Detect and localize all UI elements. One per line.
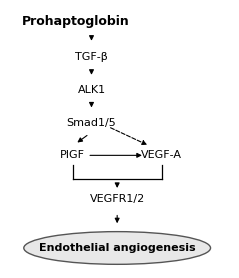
Text: TGF-β: TGF-β <box>75 52 108 62</box>
Text: Prohaptoglobin: Prohaptoglobin <box>22 15 129 28</box>
FancyArrowPatch shape <box>78 135 87 142</box>
Text: Endothelial angiogenesis: Endothelial angiogenesis <box>39 243 196 253</box>
FancyArrowPatch shape <box>115 215 119 222</box>
Text: ALK1: ALK1 <box>77 85 106 95</box>
Text: VEGFR1/2: VEGFR1/2 <box>90 194 145 204</box>
FancyArrowPatch shape <box>115 183 119 187</box>
Text: PIGF: PIGF <box>60 150 85 160</box>
FancyArrowPatch shape <box>90 153 141 157</box>
FancyArrowPatch shape <box>90 36 93 39</box>
FancyArrowPatch shape <box>110 128 146 144</box>
FancyArrowPatch shape <box>90 70 93 74</box>
Text: VEGF-A: VEGF-A <box>141 150 182 160</box>
Text: Smad1/5: Smad1/5 <box>67 118 116 128</box>
Ellipse shape <box>24 232 211 264</box>
FancyArrowPatch shape <box>90 102 93 106</box>
